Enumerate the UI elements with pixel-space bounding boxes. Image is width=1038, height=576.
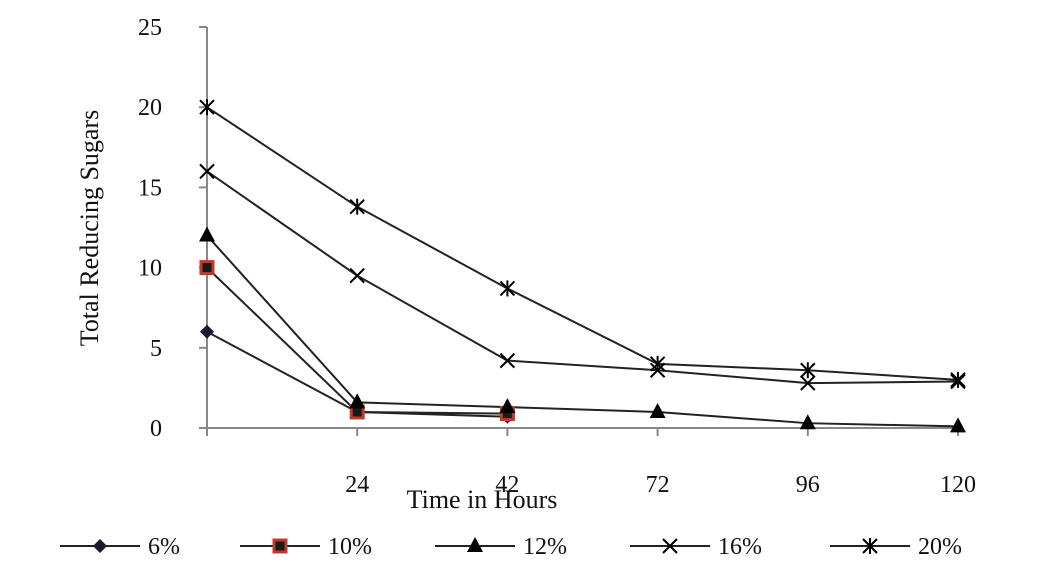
legend-marker (862, 538, 878, 554)
legend-marker (662, 538, 678, 554)
data-point (199, 163, 215, 180)
y-tick-label: 10 (138, 256, 162, 282)
x-tick-label: 120 (940, 472, 976, 498)
x-tick-label: 24 (345, 472, 369, 498)
data-point (349, 393, 366, 409)
chart-legend: 6% 10% 12% 16% 20% (60, 534, 962, 560)
series-line-1 (206, 266, 508, 415)
legend-marker (467, 537, 483, 552)
data-point (800, 375, 816, 391)
legend-marker (93, 539, 107, 553)
x-tick-label: 96 (796, 472, 820, 498)
legend-item: 10% (240, 534, 372, 560)
y-axis-ticks: 0 5 10 15 20 25 (138, 15, 207, 442)
legend-label: 12% (523, 534, 567, 560)
y-tick-label: 15 (138, 175, 162, 201)
data-point (349, 198, 365, 215)
data-point (199, 260, 215, 276)
data-point (800, 362, 816, 379)
y-tick-label: 25 (138, 15, 162, 41)
series-lines (206, 106, 959, 428)
series-line-3 (206, 170, 959, 385)
legend-label: 16% (718, 534, 762, 560)
legend-label: 10% (328, 534, 372, 560)
data-point (499, 398, 516, 414)
data-point (199, 226, 215, 242)
data-point (799, 414, 816, 430)
series-line-2 (206, 234, 959, 428)
legend-label: 6% (148, 534, 180, 560)
data-point (200, 324, 214, 339)
x-tick-label: 72 (646, 472, 670, 498)
legend-item: 12% (435, 534, 567, 560)
data-point (349, 267, 365, 284)
x-axis-title: Time in Hours (407, 485, 558, 514)
legend-label: 20% (918, 534, 962, 560)
data-point (499, 280, 516, 297)
legend-item: 20% (830, 534, 962, 560)
data-point (649, 402, 666, 418)
y-axis-title: Total Reducing Sugars (75, 110, 104, 346)
y-tick-label: 20 (138, 95, 162, 121)
y-tick-label: 0 (150, 416, 162, 442)
series-markers (199, 99, 966, 433)
data-point (649, 355, 666, 372)
data-point (499, 352, 516, 369)
data-point (950, 371, 966, 388)
data-point (199, 99, 215, 116)
series-line-4 (206, 106, 959, 381)
legend-marker (272, 538, 288, 554)
y-tick-label: 5 (150, 336, 162, 362)
legend-item: 16% (630, 534, 762, 560)
legend-item: 6% (60, 534, 180, 560)
chart-axes (206, 27, 958, 429)
x-axis-ticks: 24 42 72 96 120 (206, 428, 976, 498)
data-point (950, 417, 966, 433)
x-tick-label: 42 (495, 472, 519, 498)
